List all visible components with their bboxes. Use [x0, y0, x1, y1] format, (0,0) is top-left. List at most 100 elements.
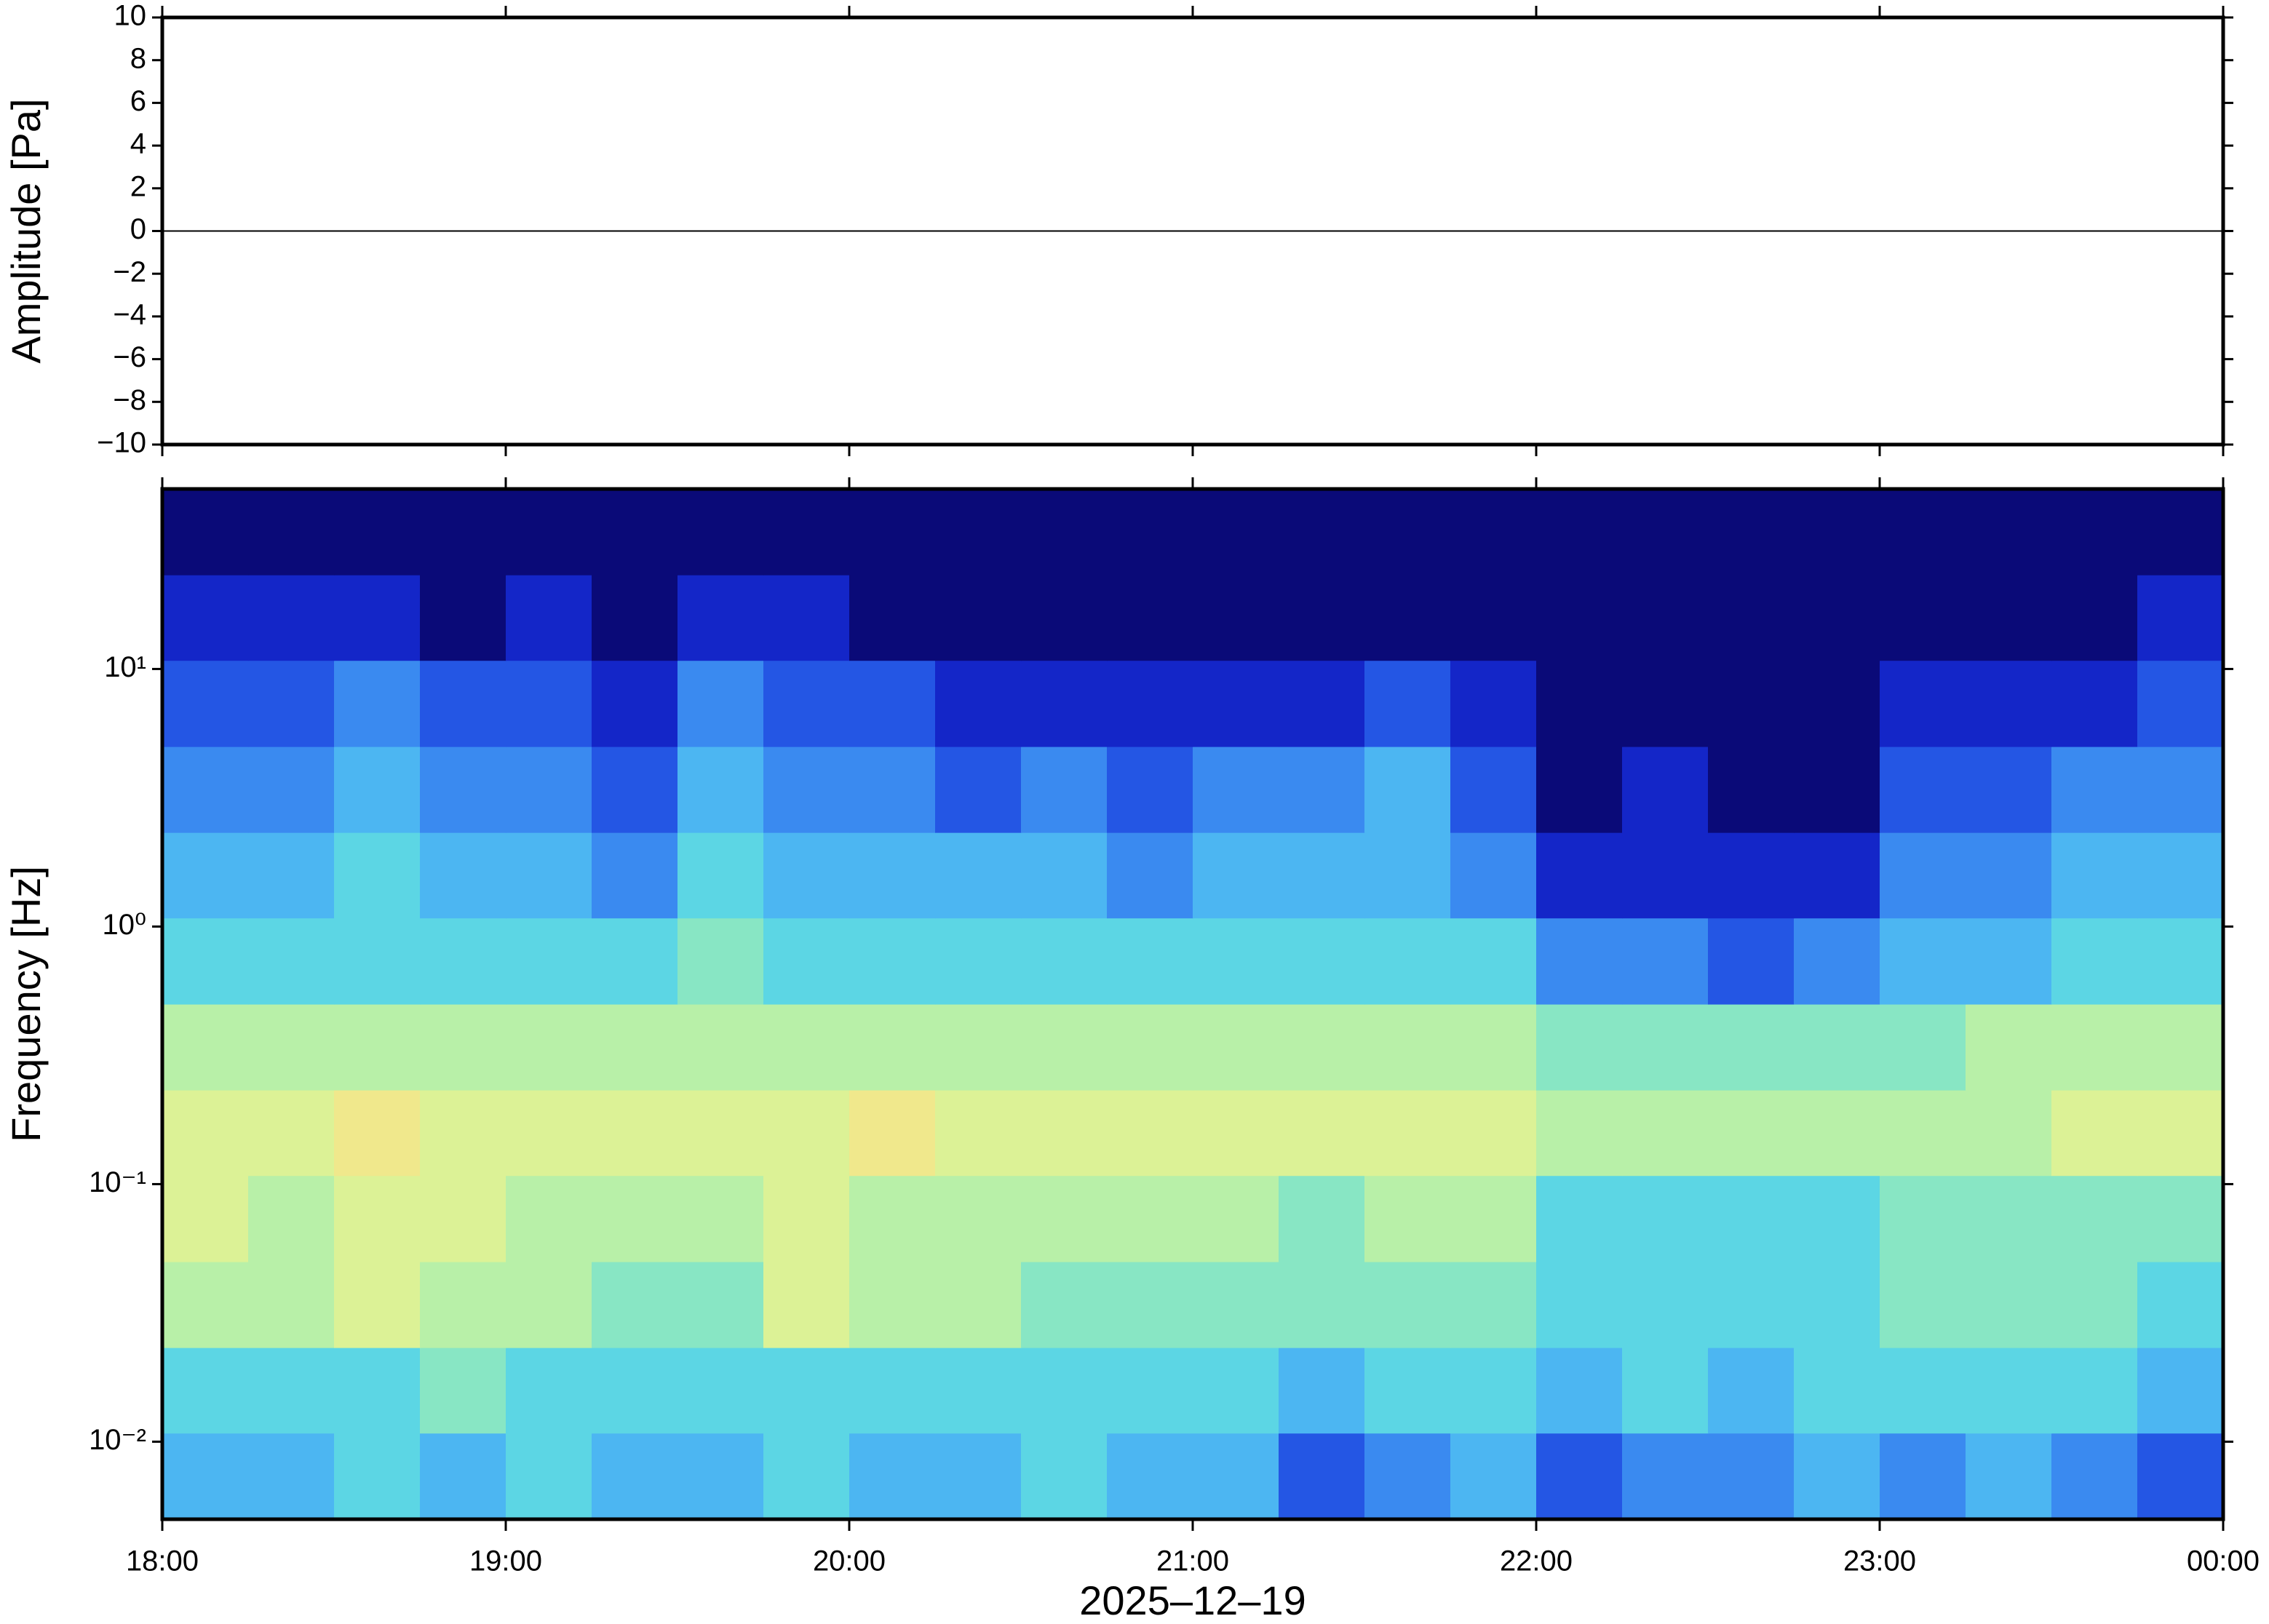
- heatmap-cell: [1107, 1175, 1193, 1262]
- heatmap-cell: [1966, 1433, 2052, 1520]
- heatmap-cell: [1021, 660, 1108, 747]
- heatmap-cell: [162, 1262, 249, 1348]
- heatmap-cell: [1880, 1175, 1966, 1262]
- x-tick-label: 22:00: [1500, 1545, 1573, 1577]
- y-tick-label: 10⁻²: [89, 1424, 146, 1456]
- heatmap-cell: [1794, 1175, 1880, 1262]
- heatmap-cell: [1880, 489, 1966, 576]
- heatmap-cell: [1708, 1004, 1795, 1091]
- heatmap-cell: [1536, 747, 1623, 833]
- heatmap-cell: [248, 832, 335, 919]
- heatmap-cell: [2137, 747, 2224, 833]
- heatmap-cell: [1450, 489, 1537, 576]
- heatmap-cell: [1794, 1433, 1880, 1520]
- heatmap-cell: [1536, 918, 1623, 1005]
- heatmap-cell: [334, 918, 421, 1005]
- heatmap-cell: [162, 1433, 249, 1520]
- heatmap-cell: [1279, 1262, 1365, 1348]
- heatmap-cell: [1279, 832, 1365, 919]
- heatmap-cell: [334, 1090, 421, 1177]
- heatmap-cell: [849, 832, 936, 919]
- heatmap-cell: [677, 918, 764, 1005]
- heatmap-cell: [849, 918, 936, 1005]
- heatmap-cell: [677, 489, 764, 576]
- heatmap-cell: [506, 1348, 592, 1434]
- y-axis-label: Frequency [Hz]: [3, 866, 49, 1142]
- heatmap-cell: [1536, 1262, 1623, 1348]
- x-tick-label: 00:00: [2187, 1545, 2260, 1577]
- heatmap-cell: [506, 1004, 592, 1091]
- heatmap-cell: [248, 575, 335, 661]
- heatmap-cell: [1966, 832, 2052, 919]
- heatmap-cell: [1279, 575, 1365, 661]
- heatmap-cell: [1708, 1090, 1795, 1177]
- heatmap-cell: [1880, 660, 1966, 747]
- heatmap-cell: [849, 1433, 936, 1520]
- heatmap-cell: [506, 918, 592, 1005]
- heatmap-cell: [935, 1175, 1022, 1262]
- heatmap-cell: [1364, 918, 1451, 1005]
- heatmap-cell: [1794, 918, 1880, 1005]
- heatmap-cell: [162, 1175, 249, 1262]
- heatmap-cell: [248, 1090, 335, 1177]
- heatmap-cell: [2051, 1175, 2138, 1262]
- heatmap-cell: [1107, 832, 1193, 919]
- heatmap-cell: [1880, 747, 1966, 833]
- heatmap-cell: [248, 918, 335, 1005]
- heatmap-cell: [592, 1090, 678, 1177]
- heatmap-cell: [1622, 747, 1709, 833]
- heatmap-cell: [248, 747, 335, 833]
- heatmap-cell: [420, 575, 506, 661]
- heatmap-cell: [935, 1004, 1022, 1091]
- heatmap-cell: [334, 1348, 421, 1434]
- y-tick-label: 2: [130, 170, 146, 202]
- y-tick-label: −10: [97, 427, 146, 459]
- heatmap-cell: [1536, 1433, 1623, 1520]
- heatmap-cell: [1880, 1433, 1966, 1520]
- heatmap-cell: [763, 1262, 850, 1348]
- heatmap-cell: [162, 1348, 249, 1434]
- heatmap-cell: [763, 575, 850, 661]
- panel: 10⁻² 10⁻¹ 10⁰ 10¹ 18:00 19:00 20:00 21:00 22:00 2…: [3, 477, 2260, 1623]
- heatmap-cell: [2137, 575, 2224, 661]
- heatmap-cell: [592, 918, 678, 1005]
- heatmap-cell: [2137, 1262, 2224, 1348]
- heatmap-cell: [2137, 660, 2224, 747]
- heatmap-cell: [1450, 575, 1537, 661]
- heatmap-cell: [2137, 1175, 2224, 1262]
- heatmap-cell: [677, 1348, 764, 1434]
- heatmap-cell: [592, 1262, 678, 1348]
- heatmap-cell: [1193, 1004, 1279, 1091]
- heatmap-cell: [677, 1262, 764, 1348]
- y-tick-label: 10¹: [104, 651, 146, 683]
- heatmap-cell: [1107, 1433, 1193, 1520]
- heatmap-cell: [763, 489, 850, 576]
- heatmap-cell: [2137, 832, 2224, 919]
- heatmap-cell: [763, 747, 850, 833]
- heatmap-cell: [592, 575, 678, 661]
- heatmap-cell: [1794, 660, 1880, 747]
- heatmap-cell: [420, 489, 506, 576]
- heatmap-cell: [763, 832, 850, 919]
- heatmap-cell: [677, 832, 764, 919]
- heatmap-cell: [677, 747, 764, 833]
- heatmap-cell: [1279, 918, 1365, 1005]
- heatmap-cell: [1364, 489, 1451, 576]
- heatmap-cell: [2137, 1348, 2224, 1434]
- heatmap-cell: [1107, 1090, 1193, 1177]
- heatmap-cell: [1708, 1262, 1795, 1348]
- heatmap-cell: [506, 1262, 592, 1348]
- heatmap-cell: [1193, 747, 1279, 833]
- heatmap-cell: [935, 1433, 1022, 1520]
- heatmap-cell: [1880, 832, 1966, 919]
- heatmap-cell: [1450, 747, 1537, 833]
- heatmap-cell: [849, 747, 936, 833]
- heatmap-cell: [420, 747, 506, 833]
- heatmap-cell: [1708, 1175, 1795, 1262]
- heatmap-cell: [1966, 1004, 2052, 1091]
- heatmap-cell: [2051, 489, 2138, 576]
- heatmap-cell: [420, 832, 506, 919]
- x-tick-label: 18:00: [126, 1545, 199, 1577]
- x-tick-label: 19:00: [469, 1545, 542, 1577]
